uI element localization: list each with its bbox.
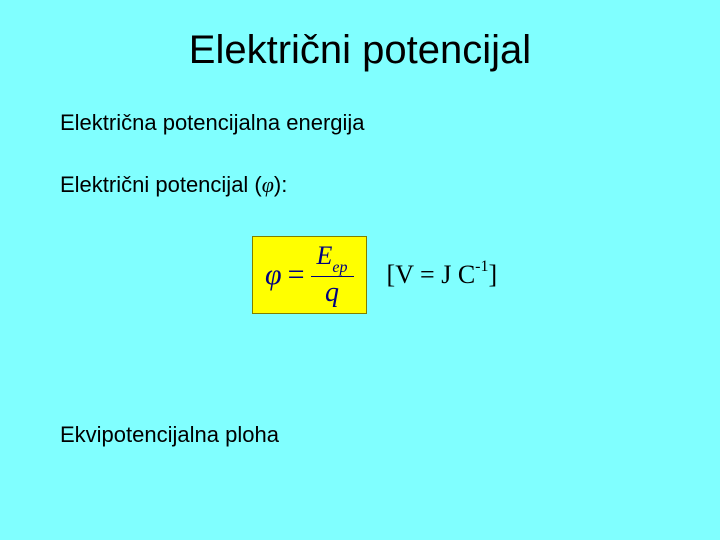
formula-equals: = <box>288 258 305 292</box>
unit-j: J <box>441 260 451 289</box>
formula-fraction: Eep q <box>311 243 354 307</box>
formula-numerator: Eep <box>311 243 354 277</box>
unit-close: ] <box>488 260 497 289</box>
unit-exp: -1 <box>475 258 488 275</box>
unit-open: [ <box>387 260 396 289</box>
unit-v: V <box>395 260 413 289</box>
line2-suffix: ): <box>274 172 287 197</box>
formula-denominator: q <box>325 277 339 307</box>
unit-c: C <box>458 260 475 289</box>
slide-title: Električni potencijal <box>0 28 720 73</box>
unit-bracket: [V = J C-1] <box>387 260 498 290</box>
phi-symbol-inline: φ <box>262 172 274 197</box>
line2-prefix: Električni potencijal ( <box>60 172 262 197</box>
formula-row: φ = Eep q [V = J C-1] <box>252 236 497 314</box>
numerator-main: E <box>317 241 333 270</box>
text-line-1: Električna potencijalna energija <box>60 110 365 136</box>
numerator-sub: ep <box>332 259 347 276</box>
text-line-3: Ekvipotencijalna ploha <box>60 422 279 448</box>
unit-eq: = <box>414 260 442 289</box>
text-line-2: Električni potencijal (φ): <box>60 172 287 198</box>
formula-lhs: φ <box>265 258 282 292</box>
formula-box: φ = Eep q <box>252 236 367 314</box>
